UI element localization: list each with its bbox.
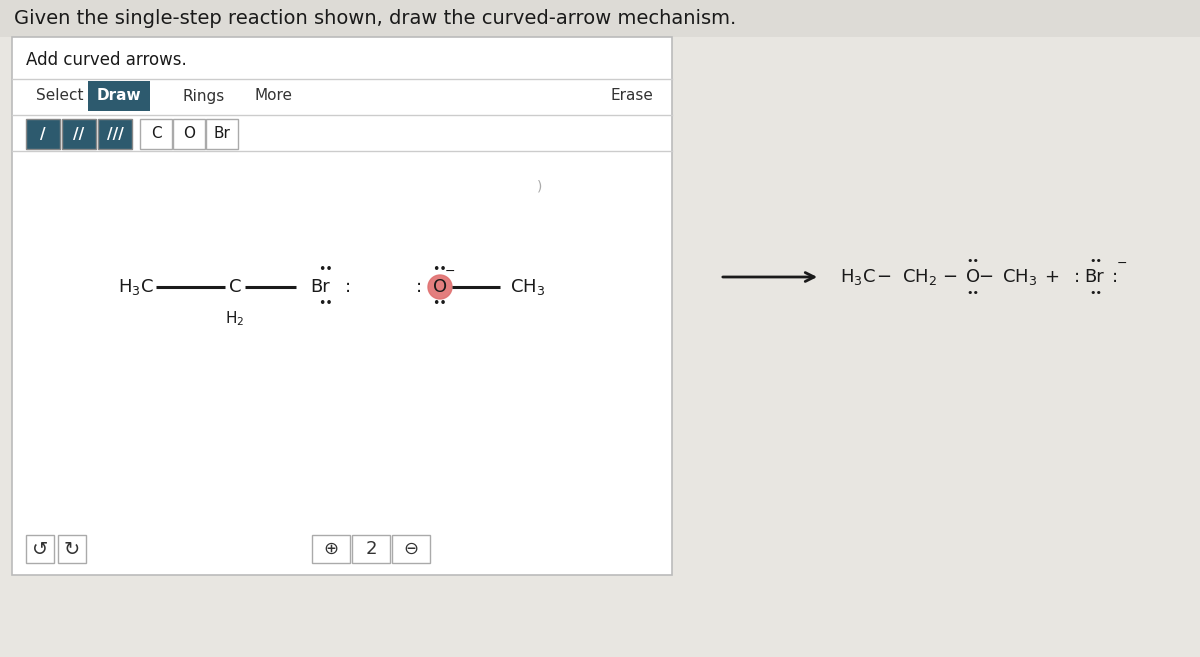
Text: /: / xyxy=(40,127,46,141)
Text: ↻: ↻ xyxy=(64,539,80,558)
Text: C: C xyxy=(151,127,161,141)
Text: −: − xyxy=(445,265,455,277)
Text: Br: Br xyxy=(1084,268,1104,286)
FancyBboxPatch shape xyxy=(12,37,672,575)
Text: Rings: Rings xyxy=(182,89,226,104)
FancyBboxPatch shape xyxy=(173,119,205,149)
Text: ••: •• xyxy=(433,263,448,277)
Text: Erase: Erase xyxy=(611,89,654,104)
Text: Select: Select xyxy=(36,89,84,104)
Text: ••: •• xyxy=(966,288,979,298)
Text: −: − xyxy=(876,268,892,286)
Text: Br: Br xyxy=(310,278,330,296)
Text: Draw: Draw xyxy=(97,89,142,104)
FancyBboxPatch shape xyxy=(0,0,1200,37)
FancyBboxPatch shape xyxy=(26,535,54,563)
Text: −: − xyxy=(978,268,994,286)
FancyBboxPatch shape xyxy=(352,535,390,563)
Text: C: C xyxy=(229,278,241,296)
Text: H$_3$C: H$_3$C xyxy=(119,277,154,297)
Text: ••: •• xyxy=(319,263,334,277)
Text: Given the single-step reaction shown, draw the curved-arrow mechanism.: Given the single-step reaction shown, dr… xyxy=(14,9,737,28)
FancyBboxPatch shape xyxy=(392,535,430,563)
FancyBboxPatch shape xyxy=(140,119,172,149)
Text: Br: Br xyxy=(214,127,230,141)
Text: +: + xyxy=(1044,268,1060,286)
Text: ••: •• xyxy=(319,298,334,311)
Text: :: : xyxy=(1112,268,1118,286)
Text: −: − xyxy=(1117,256,1127,269)
Text: CH$_2$: CH$_2$ xyxy=(902,267,937,287)
FancyBboxPatch shape xyxy=(26,119,60,149)
Text: :: : xyxy=(1074,268,1080,286)
Text: More: More xyxy=(256,89,293,104)
Text: ••: •• xyxy=(966,256,979,266)
Text: ⊕: ⊕ xyxy=(324,540,338,558)
Text: O: O xyxy=(966,268,980,286)
Text: H$_2$: H$_2$ xyxy=(226,309,245,328)
Text: O: O xyxy=(182,127,194,141)
Text: Add curved arrows.: Add curved arrows. xyxy=(26,51,187,69)
Text: CH$_3$: CH$_3$ xyxy=(510,277,545,297)
Text: H$_3$C: H$_3$C xyxy=(840,267,876,287)
Text: CH$_3$: CH$_3$ xyxy=(1002,267,1037,287)
Text: ⊖: ⊖ xyxy=(403,540,419,558)
FancyBboxPatch shape xyxy=(312,535,350,563)
Text: ••: •• xyxy=(1090,288,1103,298)
FancyBboxPatch shape xyxy=(98,119,132,149)
Text: //: // xyxy=(73,127,85,141)
Text: O: O xyxy=(433,278,448,296)
Circle shape xyxy=(428,275,452,299)
Text: −: − xyxy=(942,268,958,286)
Text: ••: •• xyxy=(433,298,448,311)
FancyBboxPatch shape xyxy=(206,119,238,149)
FancyBboxPatch shape xyxy=(58,535,86,563)
FancyBboxPatch shape xyxy=(62,119,96,149)
Text: :: : xyxy=(346,278,352,296)
Text: ): ) xyxy=(538,180,542,194)
Text: ↺: ↺ xyxy=(32,539,48,558)
Text: ///: /// xyxy=(107,127,124,141)
Text: 2: 2 xyxy=(365,540,377,558)
FancyBboxPatch shape xyxy=(88,81,150,111)
Text: :: : xyxy=(416,278,422,296)
Text: ••: •• xyxy=(1090,256,1103,266)
